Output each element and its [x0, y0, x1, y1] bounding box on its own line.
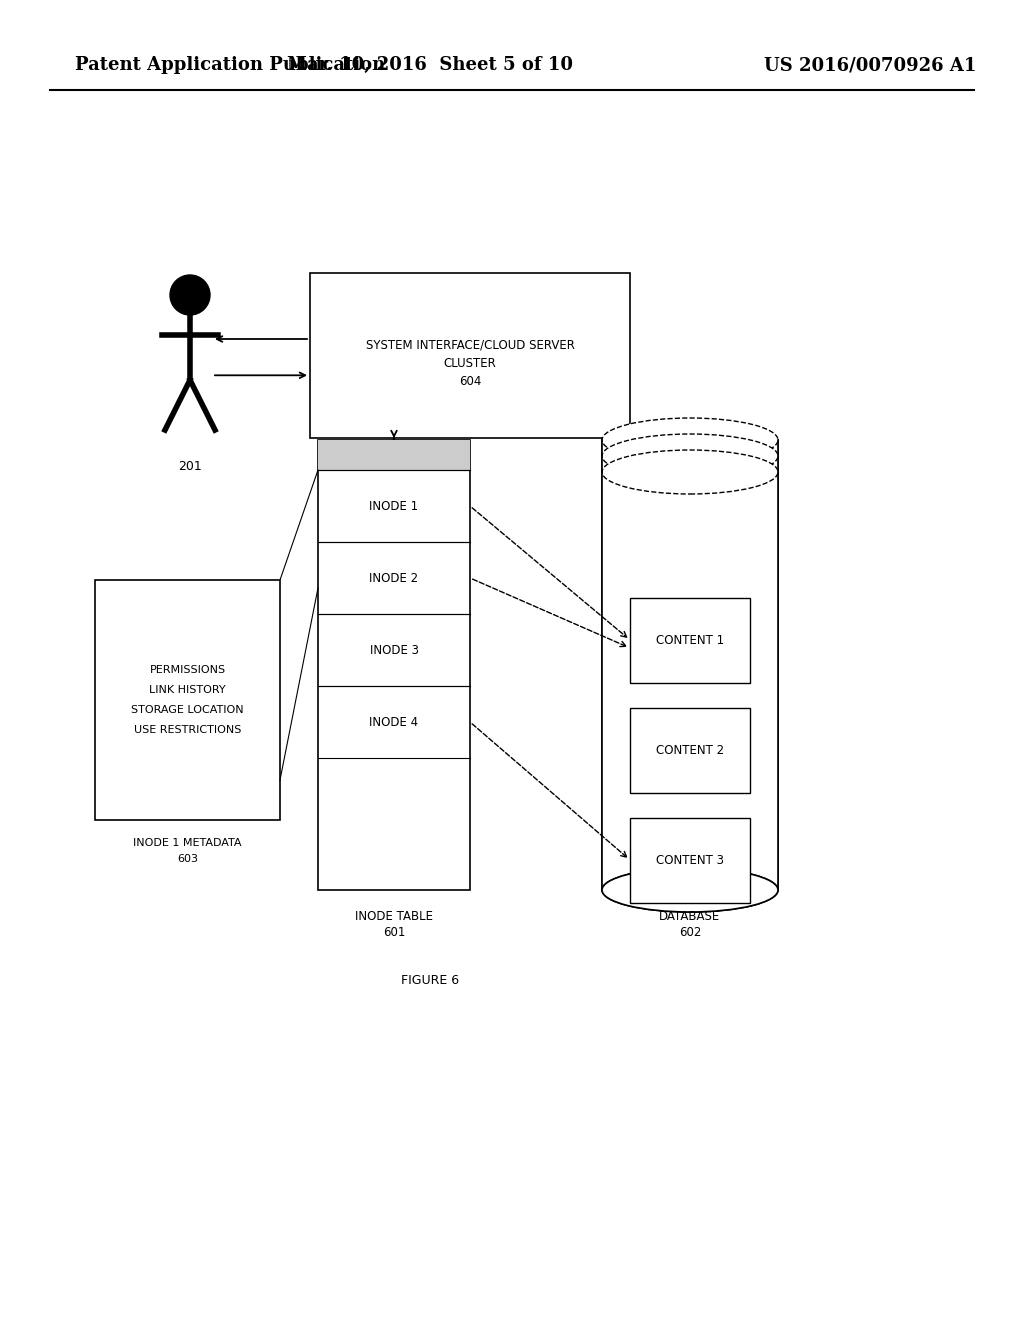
Text: USE RESTRICTIONS: USE RESTRICTIONS — [134, 725, 242, 735]
Text: INODE 3: INODE 3 — [370, 644, 419, 656]
Text: US 2016/0070926 A1: US 2016/0070926 A1 — [764, 55, 976, 74]
Ellipse shape — [602, 418, 778, 462]
Ellipse shape — [602, 434, 778, 478]
Circle shape — [170, 275, 210, 315]
Text: INODE 2: INODE 2 — [370, 572, 419, 585]
Ellipse shape — [602, 450, 778, 494]
Text: PERMISSIONS: PERMISSIONS — [150, 665, 225, 675]
Ellipse shape — [602, 869, 778, 912]
Text: 602: 602 — [679, 927, 701, 939]
Text: INODE 1: INODE 1 — [370, 499, 419, 512]
Bar — [630, 708, 750, 792]
Bar — [95, 579, 280, 820]
Bar — [310, 273, 630, 438]
Text: DATABASE: DATABASE — [659, 909, 721, 923]
Bar — [630, 598, 750, 682]
Text: CONTENT 1: CONTENT 1 — [656, 634, 724, 647]
Text: SYSTEM INTERFACE/CLOUD SERVER: SYSTEM INTERFACE/CLOUD SERVER — [366, 339, 574, 352]
Text: CONTENT 2: CONTENT 2 — [656, 743, 724, 756]
Text: INODE 4: INODE 4 — [370, 715, 419, 729]
Text: FIGURE 6: FIGURE 6 — [401, 974, 459, 986]
Text: INODE 1 METADATA: INODE 1 METADATA — [133, 838, 242, 847]
Bar — [602, 440, 778, 890]
Text: 601: 601 — [383, 927, 406, 939]
Text: INODE TABLE: INODE TABLE — [355, 909, 433, 923]
Text: 603: 603 — [177, 854, 198, 865]
Bar — [318, 440, 470, 890]
Text: Patent Application Publication: Patent Application Publication — [75, 55, 385, 74]
Text: 604: 604 — [459, 375, 481, 388]
Text: CONTENT 3: CONTENT 3 — [656, 854, 724, 866]
Bar — [318, 440, 470, 470]
Text: Mar. 10, 2016  Sheet 5 of 10: Mar. 10, 2016 Sheet 5 of 10 — [287, 55, 573, 74]
Text: 201: 201 — [178, 459, 202, 473]
Text: LINK HISTORY: LINK HISTORY — [150, 685, 226, 696]
Ellipse shape — [602, 869, 778, 912]
Bar — [630, 817, 750, 903]
Text: STORAGE LOCATION: STORAGE LOCATION — [131, 705, 244, 715]
Text: CLUSTER: CLUSTER — [443, 356, 497, 370]
